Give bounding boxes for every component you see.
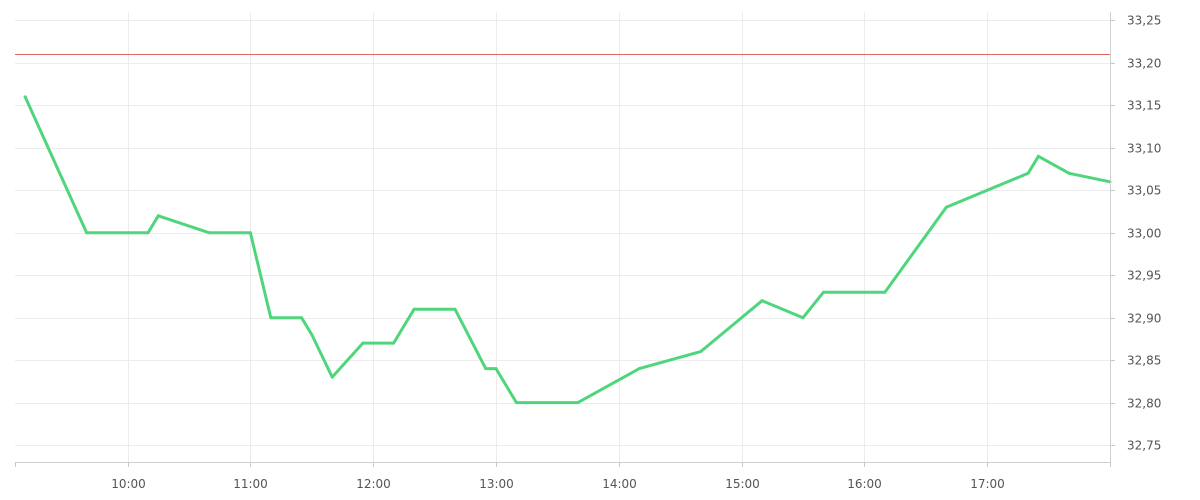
data-point xyxy=(1067,171,1071,175)
y-tick-label: 33,25 xyxy=(1127,14,1161,28)
data-point xyxy=(310,333,314,337)
data-point xyxy=(699,350,703,354)
y-tick-label: 33,10 xyxy=(1127,142,1161,156)
x-tick-label: 14:00 xyxy=(602,477,637,491)
data-point xyxy=(494,367,498,371)
data-point xyxy=(85,231,89,235)
axes: 32,75 32,80 32,85 32,90 32,95 33,00 33,05 33,10… xyxy=(15,12,1161,491)
data-point xyxy=(822,290,825,294)
y-tick-label: 32,95 xyxy=(1127,269,1161,283)
y-tick-label: 32,90 xyxy=(1127,312,1161,326)
data-point xyxy=(801,316,805,320)
x-tick-label: 16:00 xyxy=(847,477,882,491)
data-point xyxy=(23,95,27,99)
y-tick-label: 32,80 xyxy=(1127,397,1161,411)
x-tick-label: 12:00 xyxy=(356,477,391,491)
data-point xyxy=(760,299,764,303)
data-point xyxy=(361,341,365,345)
x-tick-label: 15:00 xyxy=(725,477,760,491)
data-point xyxy=(207,231,211,235)
x-tick-label: 11:00 xyxy=(233,477,268,491)
data-point xyxy=(1036,154,1040,158)
data-point xyxy=(412,307,416,311)
data-point xyxy=(1026,171,1030,175)
series-group xyxy=(23,95,1112,405)
data-point xyxy=(883,290,887,294)
grid xyxy=(15,12,1110,462)
x-tick-label: 13:00 xyxy=(479,477,514,491)
data-point xyxy=(637,367,641,371)
x-tick-label: 17:00 xyxy=(970,477,1005,491)
y-tick-label: 33,20 xyxy=(1127,57,1161,71)
y-tick-label: 33,15 xyxy=(1127,99,1161,113)
data-point xyxy=(300,316,303,320)
data-point xyxy=(944,205,948,209)
data-point xyxy=(484,367,488,371)
data-point xyxy=(576,401,580,405)
y-tick-label: 33,00 xyxy=(1127,227,1161,241)
data-point xyxy=(248,231,252,235)
y-tick-label: 32,75 xyxy=(1127,439,1161,453)
data-point xyxy=(269,316,273,320)
data-point xyxy=(146,231,150,235)
data-point xyxy=(453,307,457,311)
data-point xyxy=(392,341,396,345)
y-tick-label: 32,85 xyxy=(1127,354,1161,368)
x-tick-label: 10:00 xyxy=(111,477,146,491)
data-point xyxy=(330,375,334,379)
price-series-line xyxy=(23,95,1112,405)
y-tick-label: 33,05 xyxy=(1127,184,1161,198)
data-point xyxy=(156,214,160,218)
data-point xyxy=(514,401,518,405)
